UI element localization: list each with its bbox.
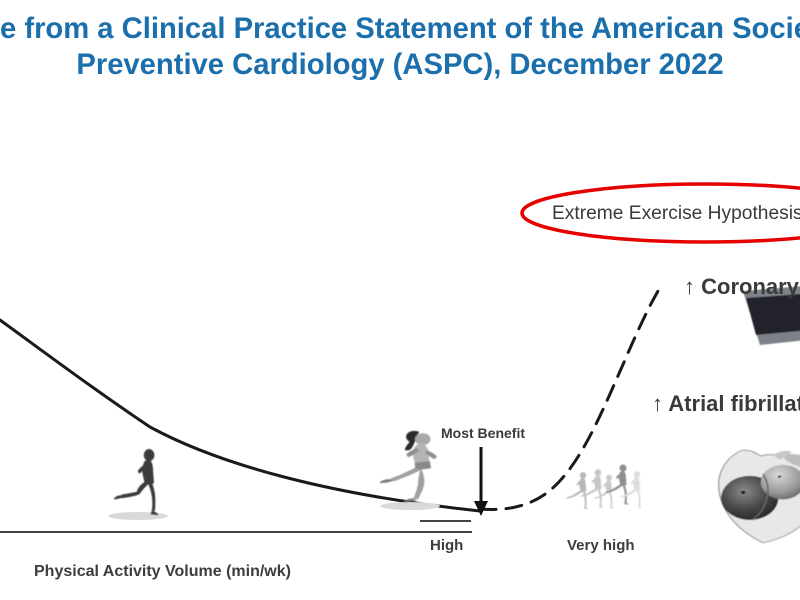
svg-text:↑ Coronary a: ↑ Coronary a bbox=[684, 274, 800, 299]
svg-text:Extreme Exercise Hypothesis: Extreme Exercise Hypothesis bbox=[552, 203, 800, 224]
svg-text:↑ Atrial fibrillati: ↑ Atrial fibrillati bbox=[652, 391, 800, 416]
